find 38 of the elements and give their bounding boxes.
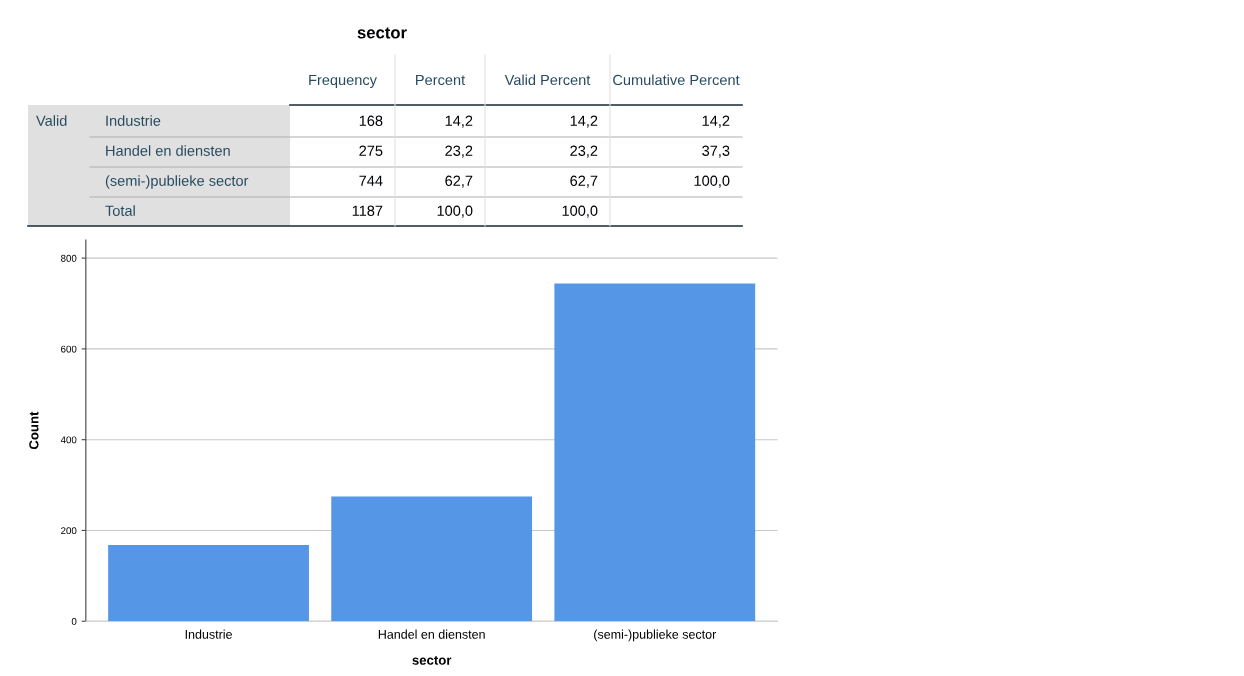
y-tick-label: 400 bbox=[60, 436, 77, 444]
y-tick-label: 200 bbox=[61, 527, 77, 535]
y-tick-label: 0 bbox=[71, 617, 77, 625]
x-tick-label: Handel en diensten bbox=[378, 629, 485, 639]
text: 37,3 bbox=[702, 145, 730, 158]
category-label: Handel en diensten bbox=[106, 145, 230, 156]
text: Valid bbox=[36, 115, 67, 126]
category-label: Total bbox=[105, 205, 135, 216]
x-axis-title: sector bbox=[412, 656, 452, 665]
text: 14,2 bbox=[702, 115, 730, 128]
y-axis-title: Count bbox=[29, 411, 39, 450]
category-label: Cumulative Percent bbox=[613, 74, 740, 86]
text: 100,0 bbox=[694, 175, 730, 188]
category-label: Industrie bbox=[106, 115, 161, 126]
text: 275 bbox=[359, 145, 383, 156]
text: 62,7 bbox=[445, 175, 473, 188]
x-tick-label: (semi-)publieke sector bbox=[594, 629, 717, 642]
category-label: Frequency bbox=[309, 74, 377, 88]
bar bbox=[331, 496, 533, 622]
text: 100,0 bbox=[562, 205, 598, 218]
category-label: (semi-)publieke sector bbox=[105, 175, 249, 189]
bar bbox=[108, 544, 309, 622]
bar bbox=[554, 283, 756, 622]
text: 100,0 bbox=[437, 205, 473, 218]
text: 23,2 bbox=[445, 145, 473, 158]
text: 168 bbox=[359, 115, 383, 126]
text: 23,2 bbox=[570, 145, 598, 158]
category-label: Valid Percent bbox=[504, 74, 591, 86]
text: 62,7 bbox=[570, 175, 598, 188]
text: 744 bbox=[359, 175, 383, 186]
text: 14,2 bbox=[570, 115, 598, 128]
category-label: Percent bbox=[416, 74, 466, 86]
text: 1187 bbox=[352, 205, 383, 216]
y-tick-label: 800 bbox=[61, 254, 77, 262]
text: sector bbox=[357, 27, 407, 39]
x-tick-label: Industrie bbox=[185, 629, 232, 639]
text: 14,2 bbox=[445, 115, 473, 128]
y-tick-label: 600 bbox=[61, 345, 77, 353]
